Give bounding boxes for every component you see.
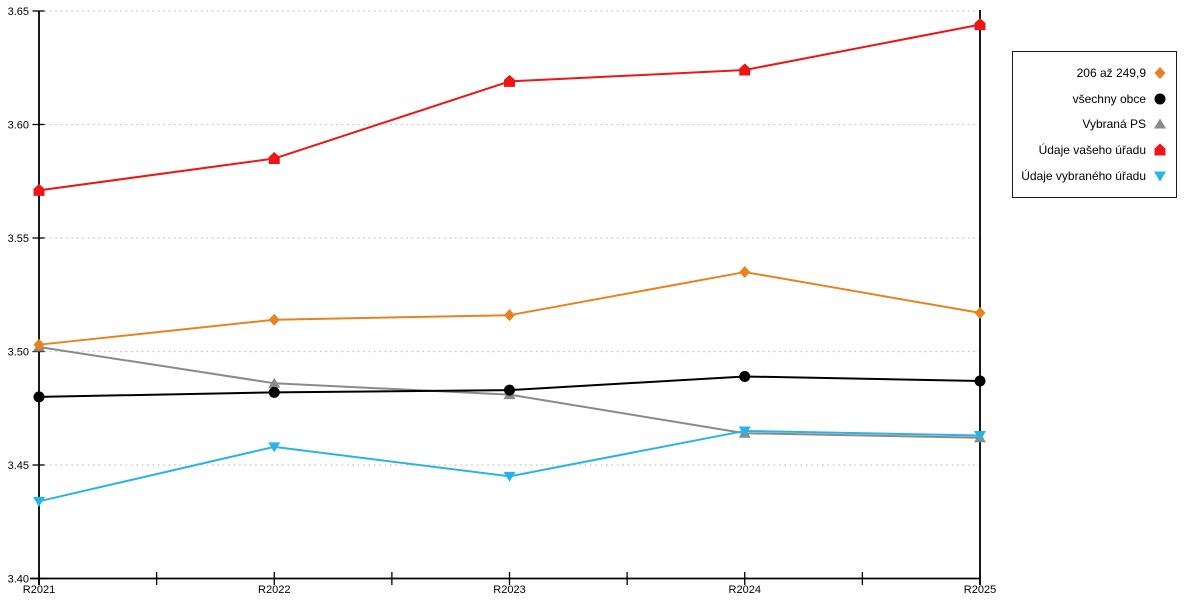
data-point-marker bbox=[974, 18, 986, 31]
legend-label: Údaje vašeho úřadu bbox=[1038, 143, 1146, 158]
data-point-marker bbox=[33, 183, 45, 196]
series-0 bbox=[33, 266, 986, 351]
x-tick-label: R2023 bbox=[493, 584, 525, 596]
circle-marker-icon bbox=[1152, 92, 1168, 106]
data-point-marker bbox=[268, 386, 280, 398]
y-tick-label: 3.65 bbox=[8, 6, 29, 18]
axes bbox=[30, 10, 981, 585]
triangle-up-marker-icon bbox=[1152, 117, 1168, 131]
legend-item-vsechny-obce: všechny obce bbox=[1017, 92, 1168, 106]
legend-item-206-az-249: 206 až 249,9 bbox=[1017, 66, 1168, 80]
legend-label: všechny obce bbox=[1072, 91, 1146, 106]
legend-item-udaje-vaseho-uradu: Údaje vašeho úřadu bbox=[1017, 143, 1168, 157]
data-point-marker bbox=[974, 306, 986, 319]
data-point-marker bbox=[974, 375, 986, 387]
y-tick-labels: 3.40 3.45 3.50 3.55 3.60 3.65 bbox=[8, 6, 45, 586]
data-point-marker bbox=[268, 313, 280, 326]
series-4 bbox=[33, 426, 986, 507]
diamond-marker-icon bbox=[1152, 66, 1168, 80]
x-tick-labels: R2021 R2022 R2023 R2024 R2025 bbox=[23, 572, 996, 596]
y-tick-label: 3.50 bbox=[8, 347, 29, 359]
x-tick-label: R2021 bbox=[23, 584, 55, 596]
data-point-marker bbox=[33, 338, 45, 351]
series-3 bbox=[33, 18, 986, 196]
data-point-marker bbox=[268, 152, 280, 165]
data-point-marker bbox=[504, 309, 515, 322]
data-point-marker bbox=[504, 74, 515, 87]
x-tick-label: R2024 bbox=[729, 584, 761, 596]
y-tick-label: 3.60 bbox=[8, 120, 29, 132]
y-tick-label: 3.40 bbox=[8, 574, 29, 586]
data-point-marker bbox=[739, 63, 751, 76]
y-tick-label: 3.45 bbox=[8, 460, 29, 472]
triangle-down-marker-icon bbox=[1152, 169, 1168, 183]
data-point-marker bbox=[739, 266, 751, 279]
legend-label: Údaje vybraného úřadu bbox=[1021, 169, 1146, 184]
y-gridlines bbox=[39, 10, 980, 466]
legend-label: 206 až 249,9 bbox=[1076, 65, 1146, 80]
x-tick-label: R2025 bbox=[964, 584, 996, 596]
data-point-marker bbox=[268, 377, 281, 388]
legend-item-udaje-vybraneho-uradu: Údaje vybraného úřadu bbox=[1017, 169, 1168, 183]
pentagon-marker-icon bbox=[1152, 143, 1168, 157]
legend-item-vybrana-ps: Vybraná PS bbox=[1017, 117, 1168, 131]
chart-legend: 206 až 249,9 všechny obce Vybraná PS Úda… bbox=[1012, 51, 1177, 198]
series-1 bbox=[33, 370, 986, 403]
data-point-marker bbox=[33, 391, 45, 403]
data-point-marker bbox=[738, 426, 751, 437]
data-point-marker bbox=[974, 430, 986, 441]
legend-label: Vybraná PS bbox=[1082, 117, 1146, 132]
y-tick-label: 3.55 bbox=[8, 233, 29, 245]
x-tick-label: R2022 bbox=[258, 584, 290, 596]
data-point-marker bbox=[268, 442, 281, 453]
data-point-marker bbox=[33, 496, 45, 507]
data-point-marker bbox=[503, 471, 516, 482]
data-point-marker bbox=[739, 370, 751, 382]
data-point-marker bbox=[504, 384, 515, 396]
